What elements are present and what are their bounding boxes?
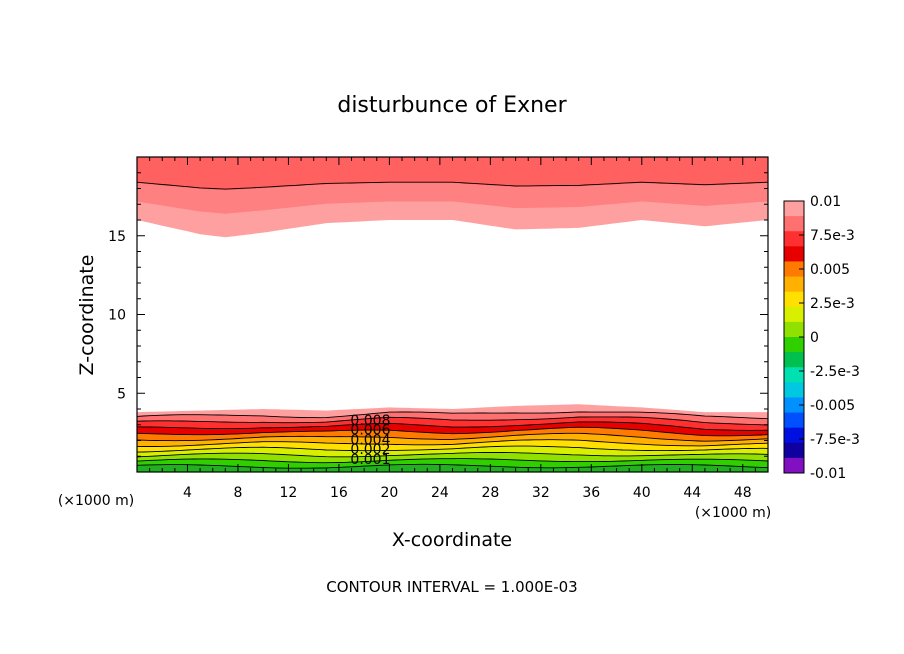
contour-label: 0.004 (350, 432, 390, 448)
colorbar-swatch (784, 261, 804, 278)
contour-line (137, 432, 768, 442)
colorbar-tick-label: 7.5e-3 (810, 228, 855, 244)
contour-line (137, 445, 768, 453)
contour-label: 0.002 (350, 442, 390, 458)
x-axis-ticks: 4 8 12 16 20 24 28 32 36 40 44 48 (149, 157, 756, 501)
colorbar-swatch (784, 276, 804, 293)
colorbar (783, 200, 805, 474)
contour-line (137, 411, 768, 420)
y-tick-label: 5 (117, 386, 126, 402)
contour-line (137, 181, 768, 190)
contour-label: 0.006 (350, 423, 390, 439)
contour-line (137, 463, 768, 469)
x-tick-label: 16 (330, 485, 348, 501)
contour-band (137, 157, 768, 191)
colorbar-tick-label: -7.5e-3 (810, 432, 860, 448)
contour-label: 0.001 (350, 452, 390, 468)
colorbar-tick-label: 0.005 (810, 262, 850, 278)
x-tick-label: 44 (683, 485, 701, 501)
x-tick-label: 48 (734, 485, 752, 501)
colorbar-tick-label: -0.005 (810, 398, 855, 414)
colorbar-swatch (784, 201, 804, 217)
contour-line (137, 426, 768, 437)
colorbar-swatch (784, 231, 804, 247)
x-tick-label: 12 (280, 485, 298, 501)
contour-interval-note: CONTOUR INTERVAL = 1.000E-03 (326, 578, 577, 596)
contour-line (137, 421, 768, 431)
x-tick-label: 24 (431, 485, 449, 501)
colorbar-swatch (784, 427, 804, 444)
contour-label: 0.008 (350, 413, 390, 429)
colorbar-swatch (784, 412, 804, 429)
colorbar-tick-label: -2.5e-3 (810, 364, 860, 380)
contour-line (137, 452, 768, 458)
y-tick-label: 15 (108, 229, 126, 245)
colorbar-tick-label: 0 (810, 330, 819, 346)
colorbar-swatch (784, 321, 804, 338)
contour-line (137, 458, 768, 464)
colorbar-swatch (784, 246, 804, 262)
contour-fill (137, 157, 768, 472)
contour-line (137, 416, 768, 426)
chart-title: disturbunce of Exner (337, 93, 567, 118)
colorbar-swatch (784, 216, 804, 232)
x-tick-label: 4 (183, 485, 192, 501)
colorbar-swatch (784, 306, 804, 323)
colorbar-swatch (784, 457, 804, 474)
colorbar-tick-label: 2.5e-3 (810, 296, 855, 312)
y-tick-label: 10 (108, 308, 126, 324)
colorbar-swatch (784, 442, 804, 459)
colorbar-swatch (784, 291, 804, 308)
y-axis-label: Z-coordinate (76, 255, 98, 376)
colorbar-swatch (784, 397, 804, 414)
colorbar-swatch (784, 352, 804, 368)
colorbar-swatch (784, 337, 804, 353)
x-unit-label-right: (×1000 m) (695, 505, 771, 521)
colorbar-tick-label: 0.01 (810, 194, 841, 210)
x-tick-label: 20 (380, 485, 398, 501)
x-tick-label: 40 (633, 485, 651, 501)
x-tick-label: 36 (582, 485, 600, 501)
colorbar-swatch (784, 367, 804, 383)
colorbar-swatch (784, 382, 804, 398)
x-tick-label: 28 (481, 485, 499, 501)
x-unit-label-left: (×1000 m) (58, 493, 134, 509)
x-axis-label: X-coordinate (392, 529, 512, 551)
y-axis-ticks: 5 10 15 (108, 172, 768, 457)
x-tick-label: 8 (233, 485, 242, 501)
contour-line (137, 439, 768, 447)
colorbar-tick-label: -0.01 (810, 466, 846, 482)
x-tick-label: 32 (532, 485, 550, 501)
contour-lines (137, 181, 768, 469)
colorbar-labels: 0.01 7.5e-3 0.005 2.5e-3 0 -2.5e-3 -0.005 -7.5e… (799, 194, 860, 482)
